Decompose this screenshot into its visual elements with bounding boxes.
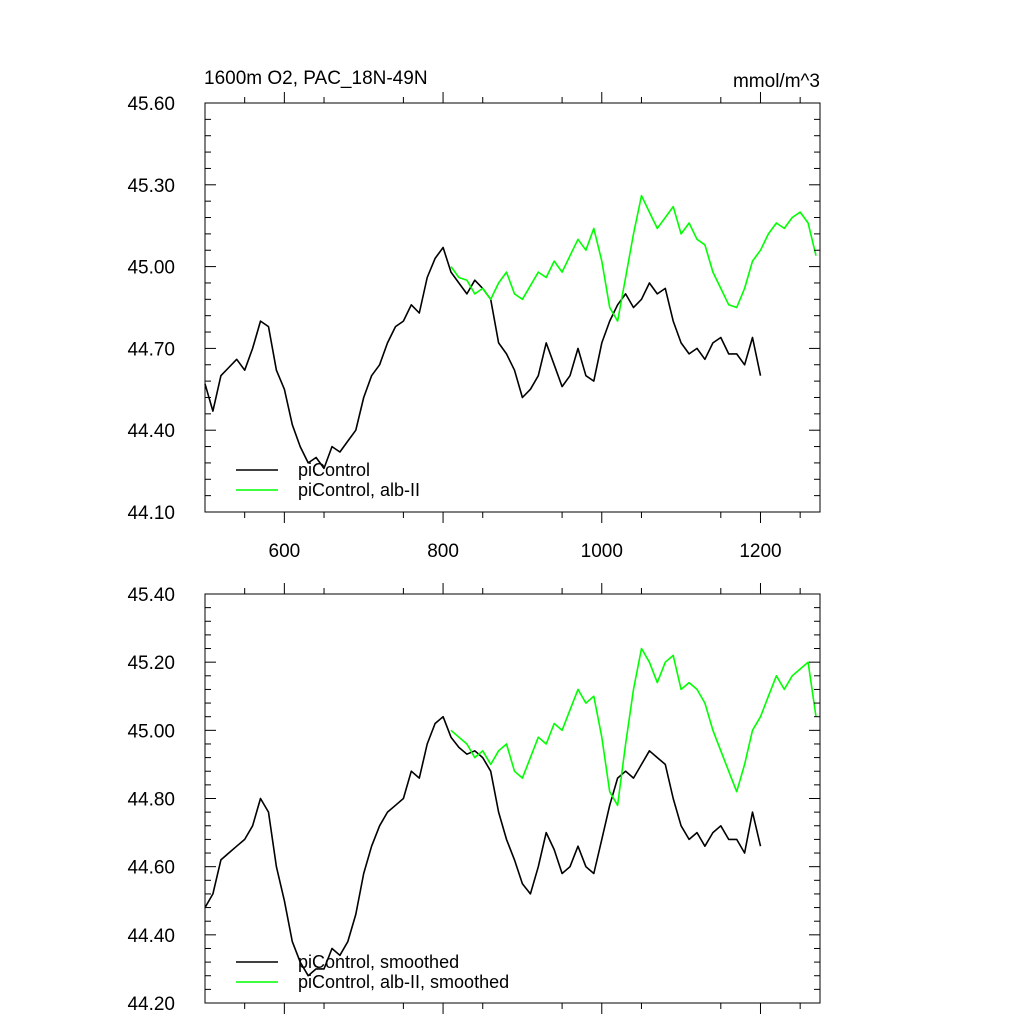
y-tick-label: 44.60 [127, 858, 175, 879]
y-tick-label: 45.00 [127, 258, 175, 279]
plot-frame [204, 102, 821, 513]
plot-frame [204, 593, 821, 1004]
x-tick-label: 800 [427, 541, 459, 562]
y-tick-label: 45.30 [127, 176, 175, 197]
y-tick-label: 44.40 [127, 421, 175, 442]
series-line-picontrol [204, 715, 762, 977]
legend: piControl piControl, alb-II [236, 460, 420, 500]
ticks-layer: 44.10 44.40 44.70 45.00 45.30 45.60 600 800 1000… [127, 92, 820, 562]
legend-label-alb-ii-smoothed: piControl, alb-II, smoothed [298, 972, 509, 992]
top-panel: 1600m O2, PAC_18N-49N mmol/m^3 44.10 44.4… [127, 68, 821, 562]
series-layer [204, 194, 817, 470]
units-label: mmol/m^3 [733, 71, 820, 92]
bottom-panel: 44.20 44.40 44.60 44.80 45.00 45.20 45.40 piCo… [127, 583, 821, 1015]
ticks-layer: 44.20 44.40 44.60 44.80 45.00 45.20 45.40 [127, 583, 820, 1015]
series-line-alb-ii [450, 647, 817, 807]
y-tick-label: 45.40 [127, 585, 175, 606]
y-tick-label: 44.20 [127, 994, 175, 1015]
y-tick-label: 45.60 [127, 94, 175, 115]
y-tick-label: 45.20 [127, 653, 175, 674]
legend-label-alb-ii: piControl, alb-II [298, 480, 420, 500]
y-tick-label: 45.00 [127, 721, 175, 742]
x-tick-label: 1000 [581, 541, 623, 562]
legend: piControl, smoothed piControl, alb-II, s… [236, 952, 509, 992]
x-tick-label: 600 [269, 541, 301, 562]
series-line-picontrol [204, 246, 762, 470]
y-tick-label: 44.10 [127, 503, 175, 524]
y-tick-label: 44.70 [127, 339, 175, 360]
legend-label-picontrol-smoothed: piControl, smoothed [298, 952, 459, 972]
legend-label-picontrol: piControl [298, 460, 370, 480]
series-layer [204, 647, 817, 977]
x-tick-label: 1200 [739, 541, 781, 562]
series-line-alb-ii [450, 194, 817, 322]
y-tick-label: 44.40 [127, 926, 175, 947]
y-tick-label: 44.80 [127, 790, 175, 811]
chart-title: 1600m O2, PAC_18N-49N [204, 68, 428, 89]
